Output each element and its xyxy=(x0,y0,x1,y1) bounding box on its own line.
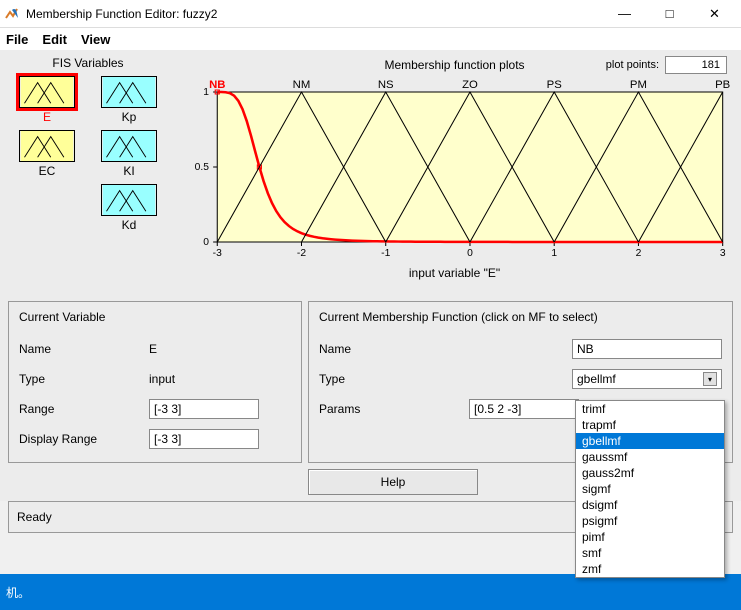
cmf-params-input[interactable] xyxy=(469,399,579,419)
svg-text:PB: PB xyxy=(715,79,730,91)
dropdown-option-gbellmf[interactable]: gbellmf xyxy=(576,433,724,449)
window-title: Membership Function Editor: fuzzy2 xyxy=(26,7,602,21)
taskbar-text: 机。 xyxy=(6,584,30,601)
cv-disprange-label: Display Range xyxy=(19,432,149,446)
fis-var-label: KI xyxy=(123,164,134,178)
svg-text:PM: PM xyxy=(630,79,647,91)
svg-text:NS: NS xyxy=(378,79,394,91)
dropdown-option-trapmf[interactable]: trapmf xyxy=(576,417,724,433)
status-text: Ready xyxy=(17,510,52,524)
titlebar: Membership Function Editor: fuzzy2 — □ ✕ xyxy=(0,0,741,28)
menu-view[interactable]: View xyxy=(81,32,110,47)
plot-xlabel: input variable "E" xyxy=(176,266,733,280)
plot-title: Membership function plots xyxy=(384,58,524,72)
type-dropdown-list[interactable]: trimftrapmfgbellmfgaussmfgauss2mfsigmfds… xyxy=(575,400,725,578)
cmf-type-select[interactable]: gbellmf ▾ xyxy=(572,369,722,389)
plot-points-input[interactable] xyxy=(665,56,727,74)
dropdown-option-gaussmf[interactable]: gaussmf xyxy=(576,449,724,465)
svg-text:PS: PS xyxy=(547,79,562,91)
cv-name-label: Name xyxy=(19,342,149,356)
current-variable-panel: Current Variable NameE Typeinput Range D… xyxy=(8,301,302,463)
dropdown-option-sigmf[interactable]: sigmf xyxy=(576,481,724,497)
menu-edit[interactable]: Edit xyxy=(42,32,67,47)
cmf-name-label: Name xyxy=(319,342,439,356)
cmf-title: Current Membership Function (click on MF… xyxy=(319,310,722,324)
svg-text:ZO: ZO xyxy=(462,79,478,91)
svg-text:-2: -2 xyxy=(297,248,307,259)
taskbar[interactable]: 机。 xyxy=(0,574,741,610)
matlab-icon xyxy=(4,6,20,22)
fis-var-label: EC xyxy=(39,164,56,178)
fis-var-KI[interactable] xyxy=(101,130,157,162)
fis-var-Kd[interactable] xyxy=(101,184,157,216)
cmf-name-input[interactable] xyxy=(572,339,722,359)
svg-text:3: 3 xyxy=(720,248,726,259)
svg-text:-3: -3 xyxy=(213,248,223,259)
menu-file[interactable]: File xyxy=(6,32,28,47)
fis-var-E[interactable] xyxy=(19,76,75,108)
dropdown-option-trimf[interactable]: trimf xyxy=(576,401,724,417)
fis-variables-panel: FIS Variables E Kp EC KI Kd xyxy=(8,56,168,293)
dropdown-option-dsigmf[interactable]: dsigmf xyxy=(576,497,724,513)
svg-text:1: 1 xyxy=(551,248,557,259)
menubar: File Edit View xyxy=(0,28,741,50)
close-button[interactable]: ✕ xyxy=(692,0,737,28)
plot-points-label: plot points: xyxy=(606,59,659,71)
fis-title: FIS Variables xyxy=(8,56,168,70)
fis-var-label: Kd xyxy=(122,218,137,232)
svg-text:NB: NB xyxy=(209,79,225,91)
cmf-params-label: Params xyxy=(319,402,439,416)
dropdown-option-zmf[interactable]: zmf xyxy=(576,561,724,577)
cv-disprange-input[interactable] xyxy=(149,429,259,449)
fis-var-Kp[interactable] xyxy=(101,76,157,108)
cv-name: E xyxy=(149,342,157,356)
cmf-type-label: Type xyxy=(319,372,439,386)
cv-type: input xyxy=(149,372,175,386)
dropdown-option-pimf[interactable]: pimf xyxy=(576,529,724,545)
cv-title: Current Variable xyxy=(19,310,291,324)
help-button[interactable]: Help xyxy=(308,469,478,495)
svg-text:0.5: 0.5 xyxy=(195,162,210,173)
chevron-down-icon: ▾ xyxy=(703,372,717,386)
svg-text:-1: -1 xyxy=(381,248,391,259)
cv-range-label: Range xyxy=(19,402,149,416)
maximize-button[interactable]: □ xyxy=(647,0,692,28)
svg-text:0: 0 xyxy=(467,248,473,259)
minimize-button[interactable]: — xyxy=(602,0,647,28)
fis-var-EC[interactable] xyxy=(19,130,75,162)
svg-text:0: 0 xyxy=(203,237,209,248)
svg-text:NM: NM xyxy=(293,79,311,91)
cmf-type-value: gbellmf xyxy=(577,372,616,386)
svg-text:2: 2 xyxy=(636,248,642,259)
dropdown-option-psigmf[interactable]: psigmf xyxy=(576,513,724,529)
cv-range-input[interactable] xyxy=(149,399,259,419)
dropdown-option-smf[interactable]: smf xyxy=(576,545,724,561)
cv-type-label: Type xyxy=(19,372,149,386)
fis-var-label: Kp xyxy=(122,110,137,124)
fis-var-label: E xyxy=(43,110,51,124)
plot-panel: Membership function plots plot points: -… xyxy=(176,56,733,293)
dropdown-option-gauss2mf[interactable]: gauss2mf xyxy=(576,465,724,481)
mf-plot[interactable]: -3-2-1012300.51NBNMNSZOPSPMPB xyxy=(176,74,733,264)
